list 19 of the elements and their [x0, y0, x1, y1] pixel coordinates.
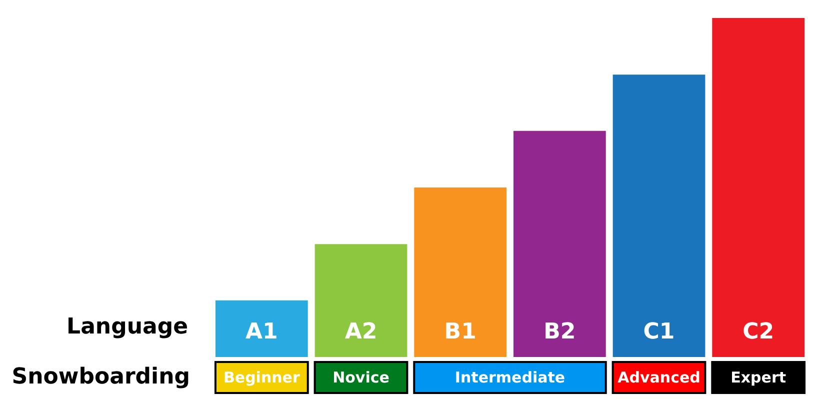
x-tick-label: C1: [643, 320, 675, 344]
x-tick-label: C2: [742, 320, 774, 344]
x-tick-label: B1: [444, 320, 476, 344]
text: Expert: [730, 368, 786, 386]
text: Advanced: [618, 368, 700, 386]
text: Beginner: [223, 368, 300, 386]
text: Snowboarding: [12, 364, 190, 390]
bar: [314, 244, 408, 357]
text: Novice: [332, 368, 390, 386]
text: Intermediate: [454, 368, 566, 386]
bar: [712, 18, 805, 357]
x-tick-label: B2: [544, 320, 576, 344]
bar: [513, 130, 606, 357]
x-axis-title: Language: [66, 314, 188, 340]
bar: [414, 188, 507, 357]
x-tick-label: A2: [344, 320, 378, 344]
bar: [612, 74, 706, 357]
x-tick-label: A1: [245, 320, 278, 344]
bar: [215, 300, 308, 357]
